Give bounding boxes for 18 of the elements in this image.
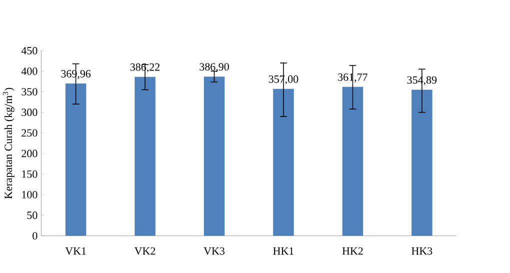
x-tick-label: VK1 bbox=[65, 247, 86, 255]
y-tick-label: 450 bbox=[21, 47, 38, 54]
y-tick-label: 100 bbox=[22, 191, 38, 198]
y-tick-label: 400 bbox=[21, 68, 38, 76]
y-tick-label: 200 bbox=[22, 150, 38, 158]
y-axis-title: Kerapatan Curah (kg/m$^{3}$) bbox=[2, 88, 14, 199]
y-tick-label: 300 bbox=[22, 108, 38, 116]
x-tick-label: HK2 bbox=[342, 247, 363, 255]
x-tick-label: VK3 bbox=[204, 247, 224, 255]
y-tick-label: 0 bbox=[32, 232, 38, 240]
y-tick-label: 50 bbox=[27, 212, 38, 220]
y-tick-label: 250 bbox=[22, 129, 38, 137]
y-tick-label: 350 bbox=[22, 88, 38, 96]
x-tick-label: HK1 bbox=[273, 247, 294, 255]
y-tick-label: 150 bbox=[22, 170, 38, 178]
x-tick-label: HK3 bbox=[412, 247, 432, 255]
data-label: 386,90 bbox=[200, 63, 229, 72]
x-tick-label: VK2 bbox=[134, 247, 156, 255]
